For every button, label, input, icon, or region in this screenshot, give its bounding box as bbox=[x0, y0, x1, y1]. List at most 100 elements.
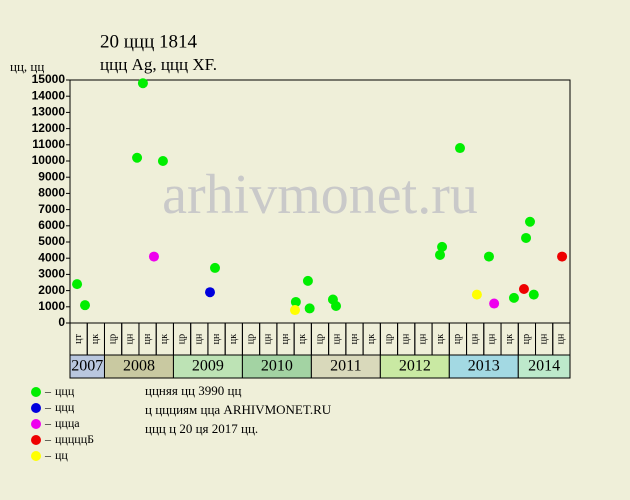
legend-label: ццц bbox=[55, 384, 75, 398]
point bbox=[489, 298, 500, 309]
legend-swatch bbox=[31, 419, 41, 429]
point bbox=[483, 251, 494, 262]
y-tick-label: 2000 bbox=[38, 283, 65, 297]
x-tick-label: цр bbox=[107, 334, 118, 344]
point bbox=[528, 289, 539, 300]
x-tick-label: цт bbox=[73, 334, 84, 344]
year-label: 2009 bbox=[192, 358, 224, 375]
point bbox=[518, 283, 529, 294]
x-tick-label: цк bbox=[504, 334, 515, 344]
legend-dash: – bbox=[44, 432, 52, 446]
legend-dash: – bbox=[44, 400, 52, 414]
point bbox=[557, 251, 568, 262]
y-tick-label: 4000 bbox=[38, 250, 65, 264]
note: ццц ц 20 ця 2017 цц. bbox=[145, 421, 258, 436]
y-tick-label: 10000 bbox=[32, 153, 66, 167]
y-tick-label: 8000 bbox=[38, 186, 65, 200]
x-tick-label: цн bbox=[142, 333, 153, 344]
legend-dash: – bbox=[44, 384, 52, 398]
point bbox=[290, 296, 301, 307]
y-tick-label: 3000 bbox=[38, 267, 65, 281]
legend-swatch bbox=[31, 387, 41, 397]
x-tick-label: цр bbox=[245, 334, 256, 344]
chart-title: 20 ццц 1814 bbox=[100, 31, 198, 52]
x-tick-label: цк bbox=[159, 334, 170, 344]
point bbox=[148, 251, 159, 262]
point bbox=[521, 232, 532, 243]
legend-dash: – bbox=[44, 416, 52, 430]
x-tick-label: цн bbox=[538, 333, 549, 344]
legend-swatch bbox=[31, 451, 41, 461]
x-tick-label: цн bbox=[418, 333, 429, 344]
year-label: 2013 bbox=[468, 358, 500, 375]
point bbox=[72, 279, 83, 290]
point bbox=[132, 152, 143, 163]
y-tick-label: 9000 bbox=[38, 169, 65, 183]
x-tick-label: цк bbox=[297, 334, 308, 344]
year-label: 2010 bbox=[261, 358, 293, 375]
x-tick-label: цн bbox=[469, 333, 480, 344]
y-tick-label: 15000 bbox=[32, 72, 66, 86]
x-tick-label: цн bbox=[332, 333, 343, 344]
x-tick-label: цн bbox=[401, 333, 412, 344]
x-tick-label: цн bbox=[280, 333, 291, 344]
y-tick-label: 1000 bbox=[38, 299, 65, 313]
x-tick-label: цн bbox=[211, 333, 222, 344]
y-tick-label: 11000 bbox=[32, 137, 65, 151]
point bbox=[205, 287, 215, 298]
x-tick-label: цн bbox=[349, 333, 360, 344]
legend-label: ццца bbox=[55, 416, 80, 430]
x-tick-label: цн bbox=[263, 333, 274, 344]
point bbox=[331, 300, 342, 311]
year-label: 2008 bbox=[123, 358, 155, 375]
legend-label: цц bbox=[55, 448, 68, 462]
y-tick-label: 14000 bbox=[32, 88, 66, 102]
y-tick-label: 0 bbox=[58, 315, 65, 329]
y-axis-label: цц, цц bbox=[10, 59, 44, 74]
legend-label: ццц bbox=[55, 400, 75, 414]
y-tick-label: 5000 bbox=[38, 234, 65, 248]
legend-swatch bbox=[31, 435, 41, 445]
point bbox=[455, 143, 465, 154]
x-tick-label: цк bbox=[366, 334, 377, 344]
x-tick-label: цк bbox=[90, 334, 101, 344]
note: ц ццциям цца ARHIVMONET.RU bbox=[145, 402, 332, 417]
x-tick-label: цн bbox=[556, 333, 567, 344]
y-tick-label: 7000 bbox=[38, 202, 65, 216]
x-tick-label: цр bbox=[452, 334, 463, 344]
x-tick-label: цн bbox=[125, 333, 136, 344]
year-label: 2012 bbox=[399, 358, 431, 375]
y-tick-label: 12000 bbox=[32, 121, 66, 135]
x-tick-label: цн bbox=[487, 333, 498, 344]
x-tick-label: цк bbox=[228, 334, 239, 344]
x-tick-label: цр bbox=[383, 334, 394, 344]
x-tick-label: цн bbox=[194, 333, 205, 344]
watermark: arhivmonet.ru bbox=[162, 164, 478, 226]
point bbox=[80, 300, 90, 311]
point bbox=[437, 241, 448, 252]
point bbox=[508, 292, 519, 303]
point bbox=[137, 78, 148, 89]
legend-swatch bbox=[31, 403, 41, 413]
legend-dash: – bbox=[44, 448, 52, 462]
point bbox=[210, 262, 220, 273]
point bbox=[435, 249, 445, 260]
x-tick-label: цр bbox=[176, 334, 187, 344]
y-tick-label: 6000 bbox=[38, 218, 65, 232]
point bbox=[302, 275, 313, 286]
category-cell bbox=[552, 322, 571, 356]
point bbox=[471, 289, 482, 300]
year-label: 2014 bbox=[528, 358, 560, 375]
y-tick-label: 13000 bbox=[32, 105, 66, 119]
point bbox=[525, 216, 535, 227]
legend-label: цццццБ bbox=[55, 432, 94, 446]
x-tick-label: цр bbox=[314, 334, 325, 344]
x-tick-label: цк bbox=[435, 334, 446, 344]
point bbox=[304, 303, 315, 314]
point bbox=[157, 156, 168, 166]
chart-subtitle: ццц Ag, ццц XF. bbox=[100, 55, 217, 74]
x-tick-label: цр bbox=[521, 334, 532, 344]
year-label: 2007 bbox=[71, 358, 103, 375]
